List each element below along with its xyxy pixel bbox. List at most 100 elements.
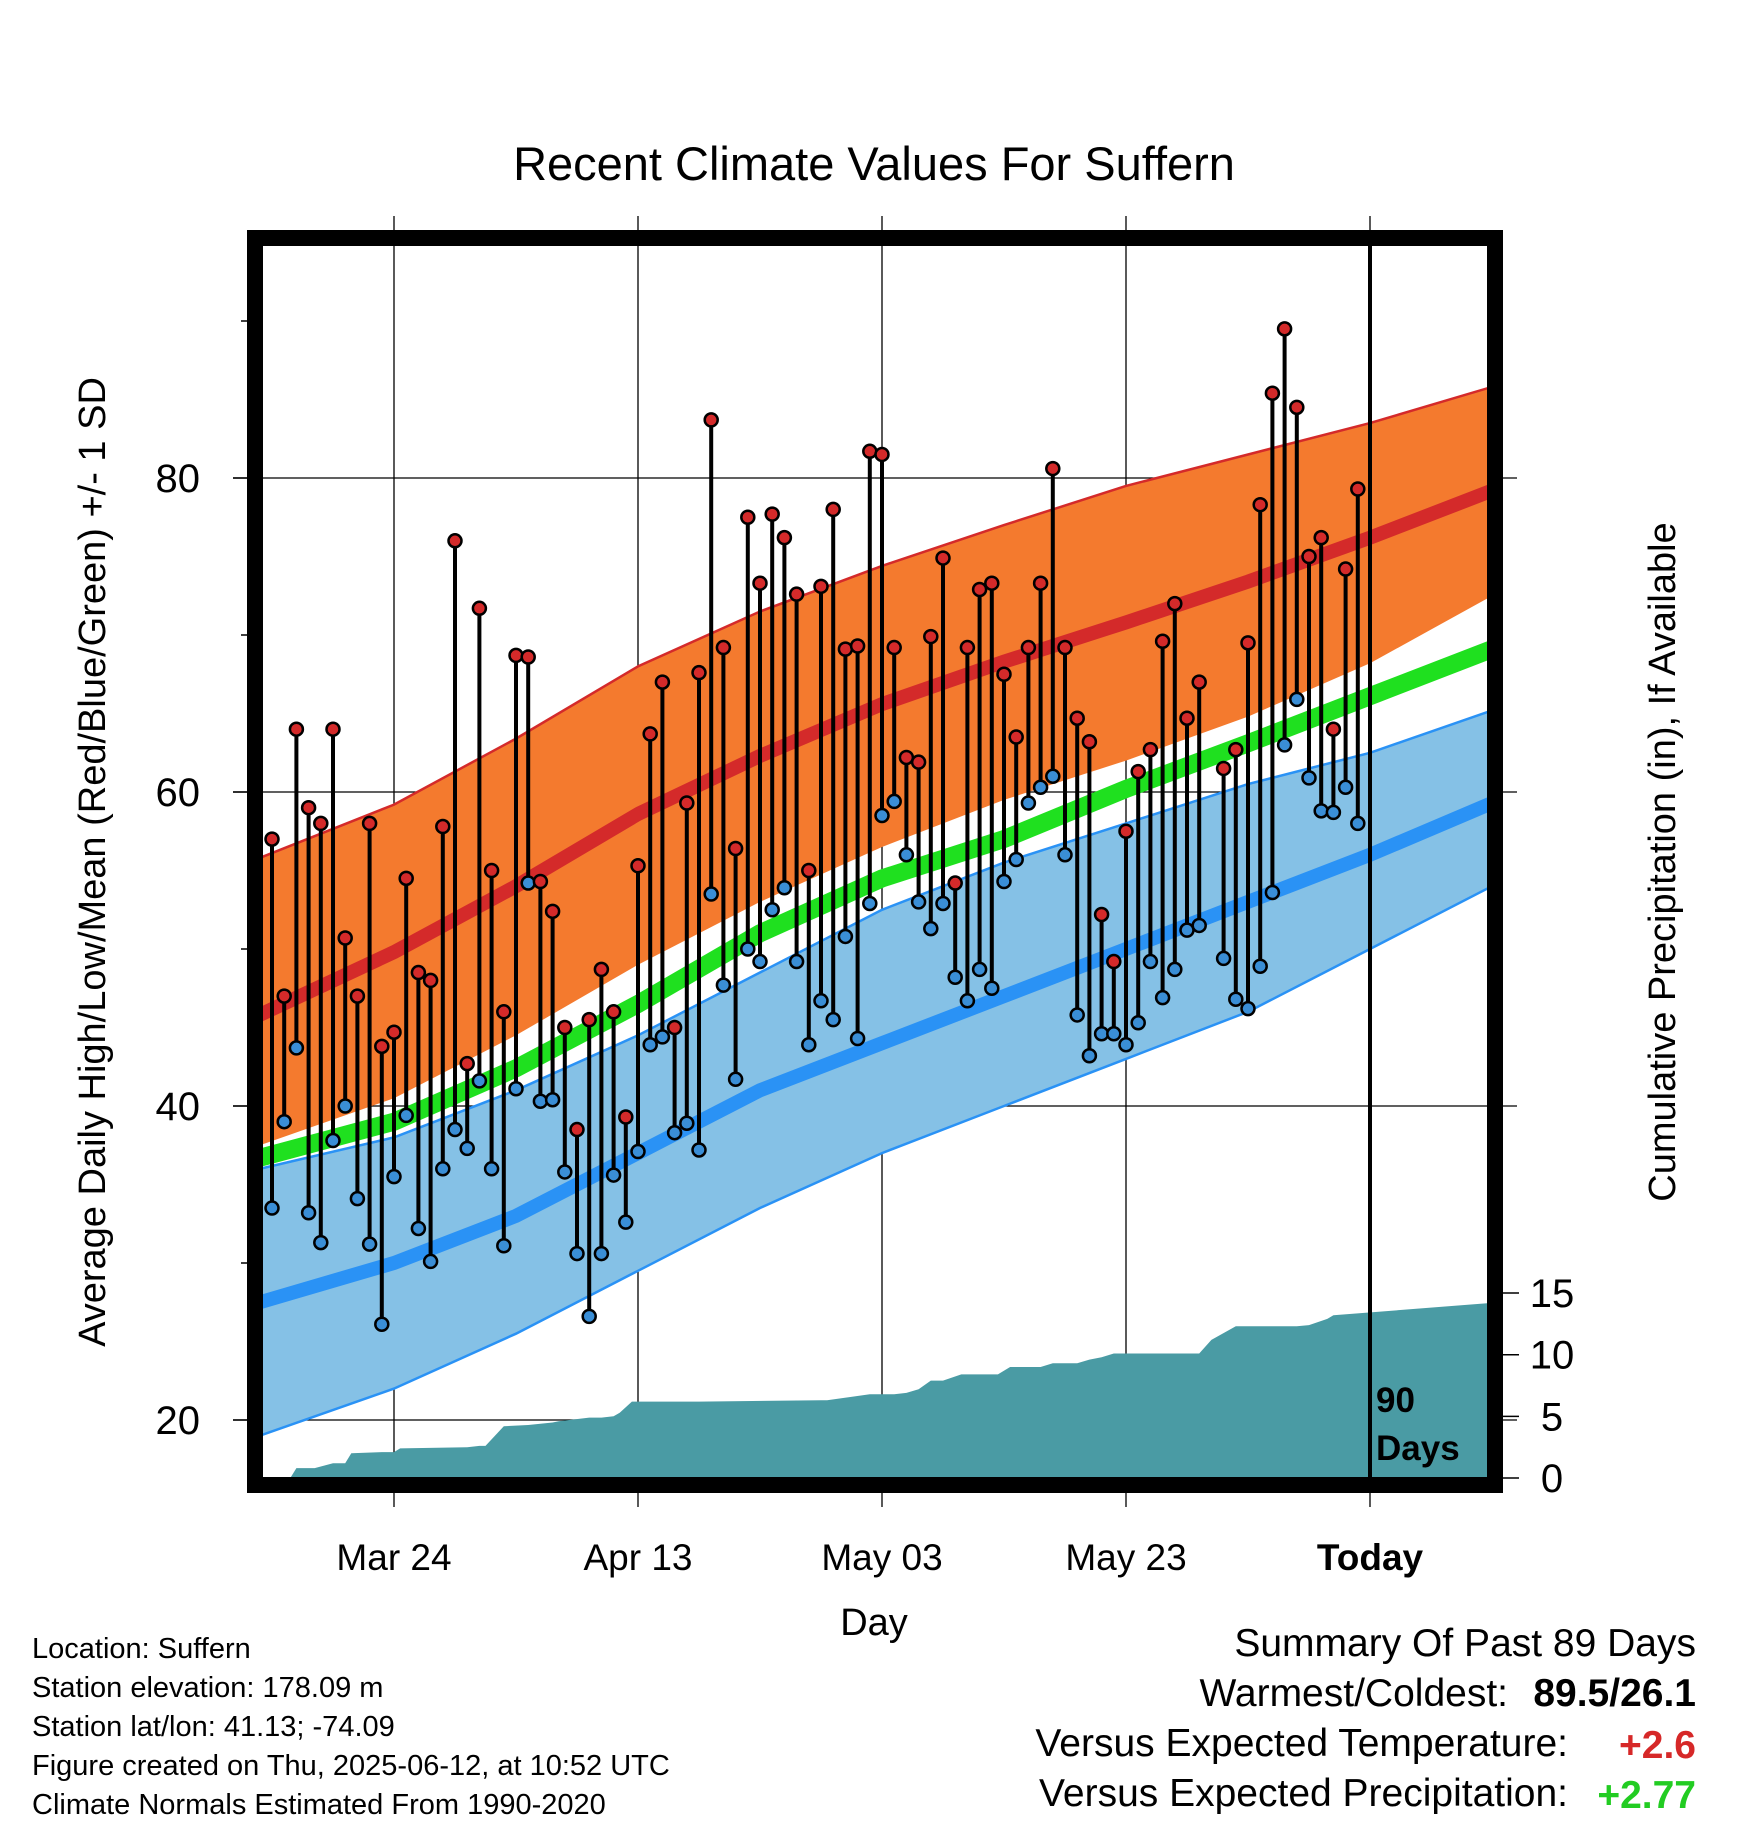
low-point xyxy=(691,1142,707,1158)
low-point xyxy=(1032,779,1049,796)
low-point xyxy=(1106,1026,1122,1042)
high-point xyxy=(337,930,353,946)
high-point xyxy=(1350,481,1366,497)
high-point xyxy=(923,628,939,645)
high-point xyxy=(361,815,378,832)
low-point xyxy=(532,1093,549,1110)
x-tick-label: Mar 24 xyxy=(336,1537,451,1578)
high-point xyxy=(313,815,329,832)
plot-border xyxy=(247,230,1503,1493)
y-tick-label: 80 xyxy=(156,457,201,501)
high-point xyxy=(483,862,500,879)
high-point xyxy=(569,1121,585,1138)
high-point xyxy=(1093,906,1110,923)
low-point xyxy=(666,1124,683,1141)
high-point xyxy=(1032,575,1049,591)
normal-low-line xyxy=(263,797,1487,1309)
low-point xyxy=(923,920,939,937)
high-point xyxy=(715,639,732,656)
high-point xyxy=(386,1024,402,1040)
low-point xyxy=(349,1190,366,1207)
high-point xyxy=(1045,460,1061,477)
low-upper-edge xyxy=(263,710,1487,1170)
low-point xyxy=(1057,847,1073,863)
low-point xyxy=(1020,795,1037,811)
low-point xyxy=(849,1030,866,1047)
low-point xyxy=(374,1316,390,1332)
high-point xyxy=(435,818,451,835)
y-tick-label: 40 xyxy=(156,1085,201,1129)
low-point xyxy=(288,1040,305,1056)
low-point xyxy=(874,807,890,824)
low-point xyxy=(325,1132,341,1149)
low-point xyxy=(1252,958,1268,975)
observations: 90 Days xyxy=(264,246,1460,1477)
high-point xyxy=(398,870,414,887)
low-point xyxy=(971,961,988,978)
high-point xyxy=(1130,763,1146,780)
high-point xyxy=(1008,729,1024,745)
high-point xyxy=(996,666,1012,682)
low-point xyxy=(776,880,793,896)
chart-title: Recent Climate Values For Suffern xyxy=(513,137,1235,190)
high-point xyxy=(825,501,841,518)
low-point xyxy=(813,993,829,1009)
high-point xyxy=(654,674,671,690)
high-point xyxy=(593,961,610,978)
low-point xyxy=(1289,691,1305,708)
precip-label: Versus Expected Precipitation: xyxy=(1039,1772,1568,1815)
high-point xyxy=(581,1011,597,1028)
high-point xyxy=(1215,760,1232,777)
location-text: Location: Suffern xyxy=(32,1633,251,1665)
low-point xyxy=(727,1071,744,1088)
high-point xyxy=(1142,741,1159,758)
high-point xyxy=(471,600,488,617)
high-point xyxy=(947,875,963,891)
low-point xyxy=(1045,768,1061,785)
precip-value: +2.77 xyxy=(1597,1774,1696,1817)
elevation-text: Station elevation: 178.09 m xyxy=(32,1672,384,1704)
high-point xyxy=(459,1055,475,1072)
low-point xyxy=(435,1161,451,1177)
high-point xyxy=(1069,710,1085,726)
x-tick-label: Apr 13 xyxy=(583,1537,692,1578)
low-point xyxy=(300,1205,317,1221)
low-point xyxy=(1191,917,1207,934)
high-point xyxy=(447,533,463,549)
high-point xyxy=(679,795,695,811)
normals-text: Climate Normals Estimated From 1990-2020 xyxy=(32,1789,606,1821)
low-sd-band xyxy=(263,712,1487,1435)
high-point xyxy=(788,586,805,602)
high-point xyxy=(264,831,280,847)
temp-value: +2.6 xyxy=(1619,1724,1696,1767)
low-point xyxy=(313,1234,329,1251)
low-point xyxy=(788,953,805,970)
high-point xyxy=(764,506,780,522)
high-point xyxy=(666,1019,683,1036)
low-point xyxy=(1240,1000,1256,1017)
low-point xyxy=(1130,1015,1146,1031)
high-point xyxy=(1191,674,1207,690)
summary-heading: Summary Of Past 89 Days xyxy=(1234,1622,1696,1665)
y2-tick-label: 5 xyxy=(1541,1395,1563,1439)
low-point xyxy=(715,977,732,993)
high-point xyxy=(1154,633,1171,650)
temp-label: Versus Expected Temperature: xyxy=(1035,1722,1568,1765)
high-point xyxy=(752,575,768,591)
low-point xyxy=(1350,815,1366,832)
low-point xyxy=(740,941,756,957)
low-point xyxy=(935,895,951,912)
high-point xyxy=(1020,639,1037,656)
x-axis-label: Day xyxy=(840,1602,908,1644)
low-point xyxy=(984,980,1000,996)
high-point xyxy=(862,443,878,460)
high-point xyxy=(1264,385,1281,401)
low-point xyxy=(386,1168,402,1185)
low-point xyxy=(410,1220,427,1237)
low-point xyxy=(1228,991,1244,1007)
y-tick-label: 20 xyxy=(156,1399,201,1443)
warm-cold-value: 89.5/26.1 xyxy=(1533,1672,1696,1715)
low-point xyxy=(1167,961,1183,978)
low-point xyxy=(447,1121,463,1138)
high-point xyxy=(1081,734,1098,750)
